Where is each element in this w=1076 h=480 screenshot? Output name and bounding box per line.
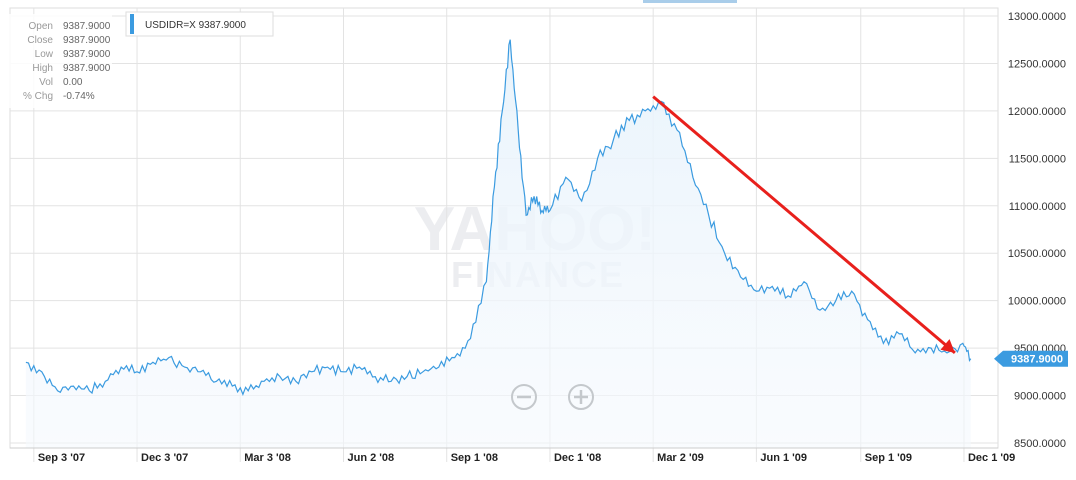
series-area (25, 39, 971, 448)
y-axis: 8500.00009000.00009500.000010000.0000105… (1008, 11, 1066, 450)
x-tick-label: Sep 3 '07 (38, 452, 85, 464)
current-value-label: 9387.9000 (1011, 354, 1063, 366)
ohlc-readout: Open 9387.9000 Close 9387.9000 Low 9387.9000 H… (23, 21, 111, 102)
y-tick-label: 9000.0000 (1014, 391, 1066, 403)
ohlc-value: 9387.9000 (63, 35, 111, 46)
x-tick-label: Sep 1 '08 (451, 452, 498, 464)
ohlc-key: Vol (39, 77, 53, 88)
legend-swatch (130, 14, 134, 34)
x-tick-label: Dec 1 '09 (968, 452, 1015, 464)
y-tick-label: 12500.0000 (1008, 58, 1066, 70)
annotation-arrow-head (940, 339, 955, 353)
x-axis: Sep 3 '07 Dec 3 '07 Mar 3 '08 Jun 2 '08 Sep … (10, 447, 1015, 464)
ohlc-key: % Chg (23, 91, 53, 102)
ohlc-key: High (32, 63, 53, 74)
legend: USDIDR=X 9387.9000 (125, 11, 274, 37)
ohlc-key: Open (29, 21, 53, 32)
ohlc-key: Close (27, 35, 53, 46)
zoom-out-button[interactable] (511, 384, 537, 410)
y-tick-label: 11000.0000 (1009, 201, 1066, 213)
ohlc-value: -0.74% (63, 91, 95, 102)
annotations (652, 95, 956, 354)
x-tick-label: Jun 1 '09 (760, 452, 807, 464)
ohlc-key: Low (35, 49, 54, 60)
current-value-tag: 9387.9000 (994, 350, 1068, 367)
ohlc-value: 9387.9000 (63, 49, 111, 60)
x-tick-label: Sep 1 '09 (865, 452, 912, 464)
ohlc-value: 9387.9000 (63, 21, 111, 32)
y-tick-label: 11500.0000 (1009, 153, 1066, 165)
y-tick-label: 10500.0000 (1008, 248, 1066, 260)
y-tick-label: 13000.0000 (1008, 11, 1066, 23)
y-tick-label: 10000.0000 (1008, 296, 1066, 308)
ohlc-panel (9, 14, 112, 108)
series-usdidr (25, 39, 972, 448)
x-tick-label: Mar 3 '08 (244, 452, 291, 464)
x-tick-label: Jun 2 '08 (347, 452, 394, 464)
x-tick-label: Dec 3 '07 (141, 452, 188, 464)
x-tick-label: Mar 2 '09 (657, 452, 704, 464)
y-tick-label: 12000.0000 (1008, 106, 1066, 118)
x-tick-label: Dec 1 '08 (554, 452, 601, 464)
zoom-in-button[interactable] (568, 384, 594, 410)
y-tick-label: 8500.0000 (1014, 438, 1066, 450)
ohlc-value: 0.00 (63, 77, 83, 88)
annotation-arrow-line (652, 95, 956, 354)
range-selector-bar[interactable] (643, 0, 737, 3)
ohlc-value: 9387.9000 (63, 63, 111, 74)
series-line (25, 39, 972, 396)
legend-label: USDIDR=X 9387.9000 (145, 20, 246, 31)
